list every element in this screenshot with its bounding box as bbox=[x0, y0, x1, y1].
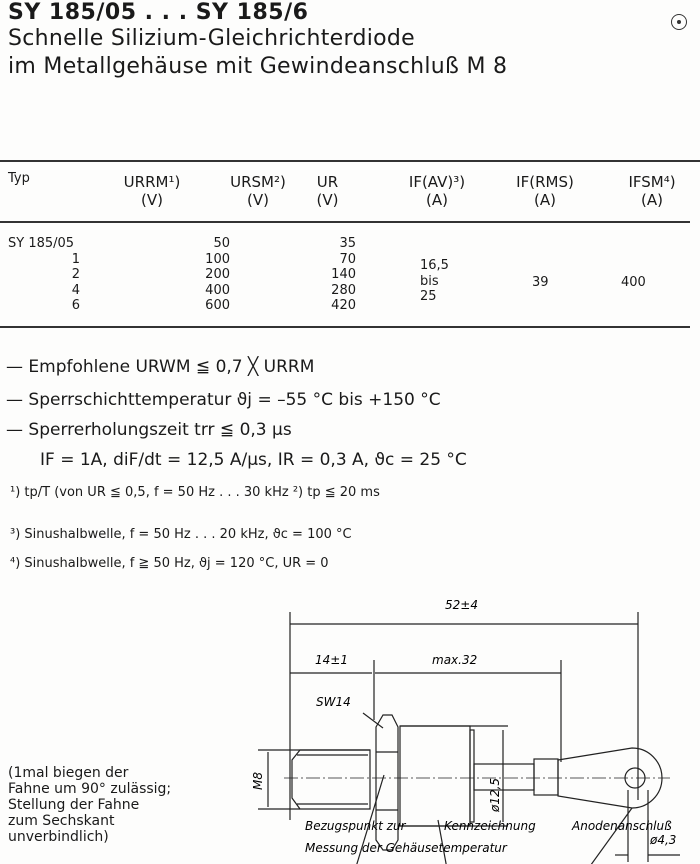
anode-label: Anodenanschluß bbox=[571, 819, 672, 833]
subtitle-line-2: im Metallgehäuse mit Gewindeanschluß M 8 bbox=[8, 54, 508, 79]
leader-anode bbox=[590, 807, 633, 864]
row-ur: 35 bbox=[339, 236, 356, 251]
stem bbox=[473, 763, 535, 791]
col-ifrms-label: IF(RMS) bbox=[516, 173, 574, 191]
row-urrm: 400 bbox=[205, 282, 230, 298]
col-urrm-label: URRM¹) bbox=[123, 173, 181, 191]
thread-part bbox=[291, 749, 371, 810]
col-ursm: URSM²) (V) bbox=[218, 173, 298, 209]
col-ifsm-unit: (A) bbox=[641, 191, 663, 209]
leader-sw14 bbox=[362, 712, 384, 729]
row-typ: 2 bbox=[71, 267, 80, 282]
row-urrm: 200 bbox=[205, 267, 230, 282]
col-ifsm: IFSM⁴) (A) bbox=[612, 173, 692, 209]
col-ursm-label: URSM²) bbox=[230, 173, 286, 191]
bending-note: (1mal biegen der Fahne um 90° zulässig; … bbox=[8, 765, 172, 845]
leader-marking bbox=[437, 819, 447, 864]
spec-urwm: — Empfohlene URWM ≦ 0,7 ╳ URRM bbox=[6, 357, 315, 377]
hex-nut bbox=[375, 714, 399, 851]
col-ifrms-unit: (A) bbox=[534, 191, 556, 209]
row-ur: 140 bbox=[331, 267, 356, 282]
dim-body-label: max.32 bbox=[432, 653, 477, 667]
col-ifsm-label: IFSM⁴) bbox=[628, 173, 676, 191]
crimp bbox=[533, 758, 559, 796]
col-ifrms: IF(RMS) (A) bbox=[505, 173, 585, 209]
spec-recovery-time: — Sperrerholungszeit trr ≦ 0,3 µs bbox=[6, 420, 292, 440]
col-ifav: IF(AV)³) (A) bbox=[392, 173, 482, 209]
col-ur-label: UR bbox=[316, 173, 339, 191]
ifsm-value: 400 bbox=[621, 275, 646, 290]
row-typ: SY 185/05 bbox=[8, 236, 75, 251]
row-urrm: 600 bbox=[205, 298, 230, 313]
row-typ: 1 bbox=[71, 251, 80, 267]
footnote-1-2: ¹) tp/T (von UR ≦ 0,5, f = 50 Hz . . . 3… bbox=[10, 485, 380, 500]
ifav-values: 16,5 bis 25 bbox=[420, 258, 449, 305]
ifrms-value: 39 bbox=[532, 275, 549, 290]
ifav-min: 16,5 bbox=[420, 258, 449, 273]
col-ifav-unit: (A) bbox=[426, 191, 448, 209]
row-ur: 280 bbox=[331, 282, 356, 298]
row-typ: 4 bbox=[71, 282, 80, 298]
reference-label-2: Messung der Gehäusetemperatur bbox=[305, 841, 508, 855]
reference-label-1: Bezugspunkt zur bbox=[305, 819, 407, 833]
thread-label: M8 bbox=[251, 772, 265, 790]
row-typ: 6 bbox=[71, 298, 80, 313]
row-urrm: 50 bbox=[213, 236, 230, 251]
row-urrm: 100 bbox=[205, 251, 230, 267]
anode-lug bbox=[557, 747, 663, 809]
marking-label: Kennzeichnung bbox=[444, 819, 536, 833]
col-ur: UR (V) bbox=[305, 173, 350, 209]
col-typ: Typ bbox=[8, 171, 30, 186]
col-ur-unit: (V) bbox=[316, 191, 339, 209]
col-ifav-label: IF(AV)³) bbox=[408, 173, 466, 191]
spec-conditions: IF = 1A, diF/dt = 12,5 A/µs, IR = 0,3 A,… bbox=[40, 450, 467, 470]
rule-header bbox=[0, 221, 690, 223]
dim-total-label: 52±4 bbox=[445, 598, 478, 612]
hole-diameter-label: ø4,3 bbox=[649, 833, 676, 847]
spec-temperature: — Sperrschichttemperatur ϑj = –55 °C bis… bbox=[6, 390, 441, 410]
case-body bbox=[399, 725, 471, 827]
wrench-size-label: SW14 bbox=[316, 695, 351, 709]
col-urrm-unit: (V) bbox=[141, 191, 163, 209]
footnote-4: ⁴) Sinushalbwelle, f ≧ 50 Hz, ϑj = 120 °… bbox=[10, 556, 329, 571]
page-title: SY 185/05 . . . SY 185/6 bbox=[8, 0, 309, 25]
subtitle-line-1: Schnelle Silizium-Gleichrichterdiode bbox=[8, 26, 416, 51]
dim-thread-label: 14±1 bbox=[315, 653, 348, 667]
rule-top bbox=[0, 160, 700, 162]
footnote-3: ³) Sinushalbwelle, f = 50 Hz . . . 20 kH… bbox=[10, 527, 352, 542]
ifav-bis: bis bbox=[420, 273, 439, 289]
ifav-max: 25 bbox=[420, 289, 437, 304]
rule-bottom bbox=[0, 326, 690, 328]
circle-mark-icon bbox=[671, 14, 687, 30]
body-diameter-label: ø12,5 bbox=[488, 778, 502, 813]
leader-reference bbox=[356, 774, 385, 864]
col-urrm: URRM¹) (V) bbox=[112, 173, 192, 209]
row-ur: 70 bbox=[339, 251, 356, 267]
row-ur: 420 bbox=[331, 298, 356, 313]
col-ursm-unit: (V) bbox=[247, 191, 269, 209]
